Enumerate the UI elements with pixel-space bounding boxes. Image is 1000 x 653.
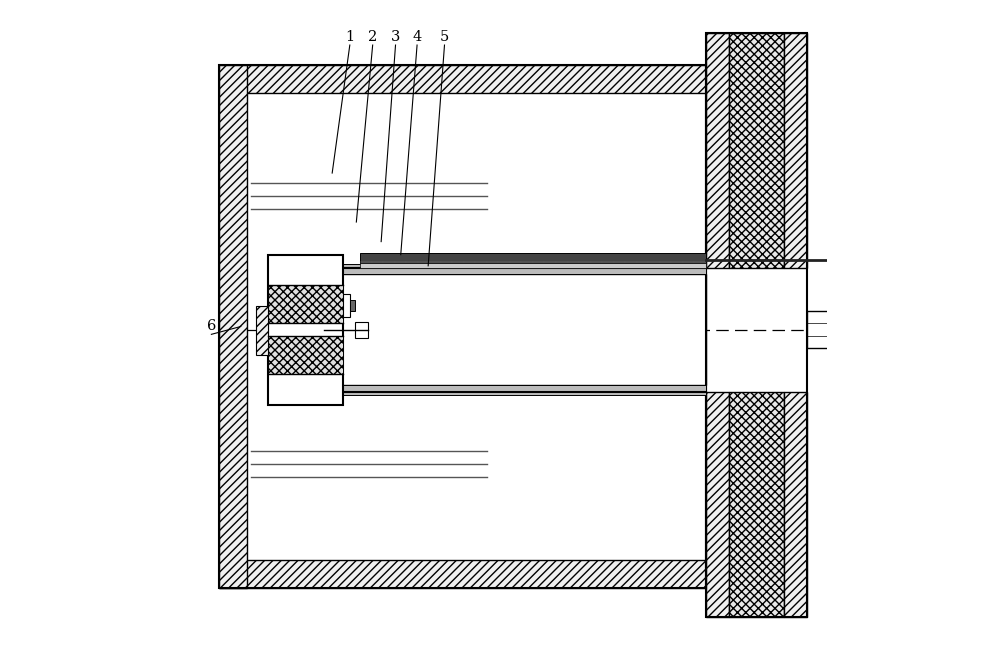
Text: 6: 6 <box>207 319 216 334</box>
Bar <box>729 33 784 268</box>
Bar <box>355 322 368 338</box>
Bar <box>219 65 706 588</box>
Text: 3: 3 <box>391 30 400 44</box>
Bar <box>320 274 706 385</box>
Text: 2: 2 <box>368 30 377 44</box>
Text: 5: 5 <box>440 30 449 44</box>
Bar <box>268 336 343 374</box>
Bar <box>706 33 807 617</box>
Text: 4: 4 <box>412 30 422 44</box>
Bar <box>729 392 784 617</box>
Bar <box>350 300 355 311</box>
Bar <box>807 311 843 348</box>
Bar <box>320 385 706 395</box>
Bar <box>360 253 706 263</box>
Bar <box>268 285 343 323</box>
Bar <box>784 392 807 617</box>
Bar <box>360 263 706 268</box>
Bar <box>247 93 706 560</box>
Bar <box>784 33 807 268</box>
Bar <box>219 560 706 588</box>
Bar <box>219 65 706 93</box>
Bar <box>706 33 729 268</box>
Bar <box>706 392 729 617</box>
Bar <box>320 264 706 274</box>
Bar <box>256 306 268 355</box>
Bar <box>219 65 247 588</box>
Bar <box>343 294 350 317</box>
Text: 1: 1 <box>345 30 354 44</box>
Bar <box>268 255 343 405</box>
